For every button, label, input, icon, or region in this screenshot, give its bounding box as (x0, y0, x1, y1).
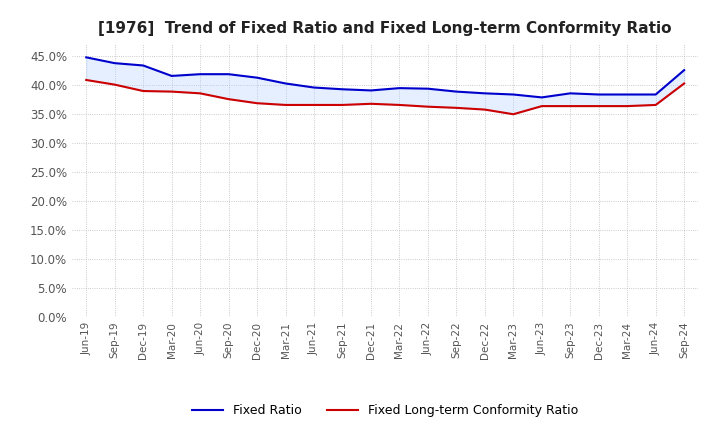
Fixed Long-term Conformity Ratio (423, 104, 432, 109)
Fixed Ratio (537, 95, 546, 100)
Fixed Long-term Conformity Ratio (110, 82, 119, 87)
Fixed Long-term Conformity Ratio (652, 103, 660, 108)
Fixed Long-term Conformity Ratio (82, 77, 91, 83)
Title: [1976]  Trend of Fixed Ratio and Fixed Long-term Conformity Ratio: [1976] Trend of Fixed Ratio and Fixed Lo… (99, 21, 672, 36)
Fixed Ratio (366, 88, 375, 93)
Fixed Ratio (82, 55, 91, 60)
Line: Fixed Ratio: Fixed Ratio (86, 57, 684, 97)
Fixed Ratio (623, 92, 631, 97)
Fixed Ratio (167, 73, 176, 79)
Fixed Long-term Conformity Ratio (310, 103, 318, 108)
Fixed Long-term Conformity Ratio (509, 112, 518, 117)
Legend: Fixed Ratio, Fixed Long-term Conformity Ratio: Fixed Ratio, Fixed Long-term Conformity … (187, 400, 583, 422)
Fixed Long-term Conformity Ratio (225, 96, 233, 102)
Line: Fixed Long-term Conformity Ratio: Fixed Long-term Conformity Ratio (86, 80, 684, 114)
Fixed Long-term Conformity Ratio (537, 103, 546, 109)
Fixed Long-term Conformity Ratio (167, 89, 176, 94)
Fixed Long-term Conformity Ratio (680, 81, 688, 86)
Fixed Long-term Conformity Ratio (395, 103, 404, 108)
Fixed Ratio (566, 91, 575, 96)
Fixed Ratio (595, 92, 603, 97)
Fixed Ratio (680, 67, 688, 73)
Fixed Ratio (395, 85, 404, 91)
Fixed Ratio (110, 61, 119, 66)
Fixed Ratio (509, 92, 518, 97)
Fixed Ratio (139, 63, 148, 68)
Fixed Long-term Conformity Ratio (452, 105, 461, 110)
Fixed Long-term Conformity Ratio (480, 107, 489, 112)
Fixed Long-term Conformity Ratio (595, 103, 603, 109)
Fixed Long-term Conformity Ratio (566, 103, 575, 109)
Fixed Long-term Conformity Ratio (338, 103, 347, 108)
Fixed Ratio (225, 72, 233, 77)
Fixed Ratio (338, 87, 347, 92)
Fixed Ratio (423, 86, 432, 92)
Fixed Ratio (480, 91, 489, 96)
Fixed Long-term Conformity Ratio (139, 88, 148, 94)
Fixed Long-term Conformity Ratio (282, 103, 290, 108)
Fixed Ratio (310, 85, 318, 90)
Fixed Ratio (452, 89, 461, 94)
Fixed Ratio (282, 81, 290, 86)
Fixed Ratio (253, 75, 261, 81)
Fixed Long-term Conformity Ratio (253, 101, 261, 106)
Fixed Ratio (196, 72, 204, 77)
Fixed Ratio (652, 92, 660, 97)
Fixed Long-term Conformity Ratio (366, 101, 375, 106)
Fixed Long-term Conformity Ratio (196, 91, 204, 96)
Fixed Long-term Conformity Ratio (623, 103, 631, 109)
